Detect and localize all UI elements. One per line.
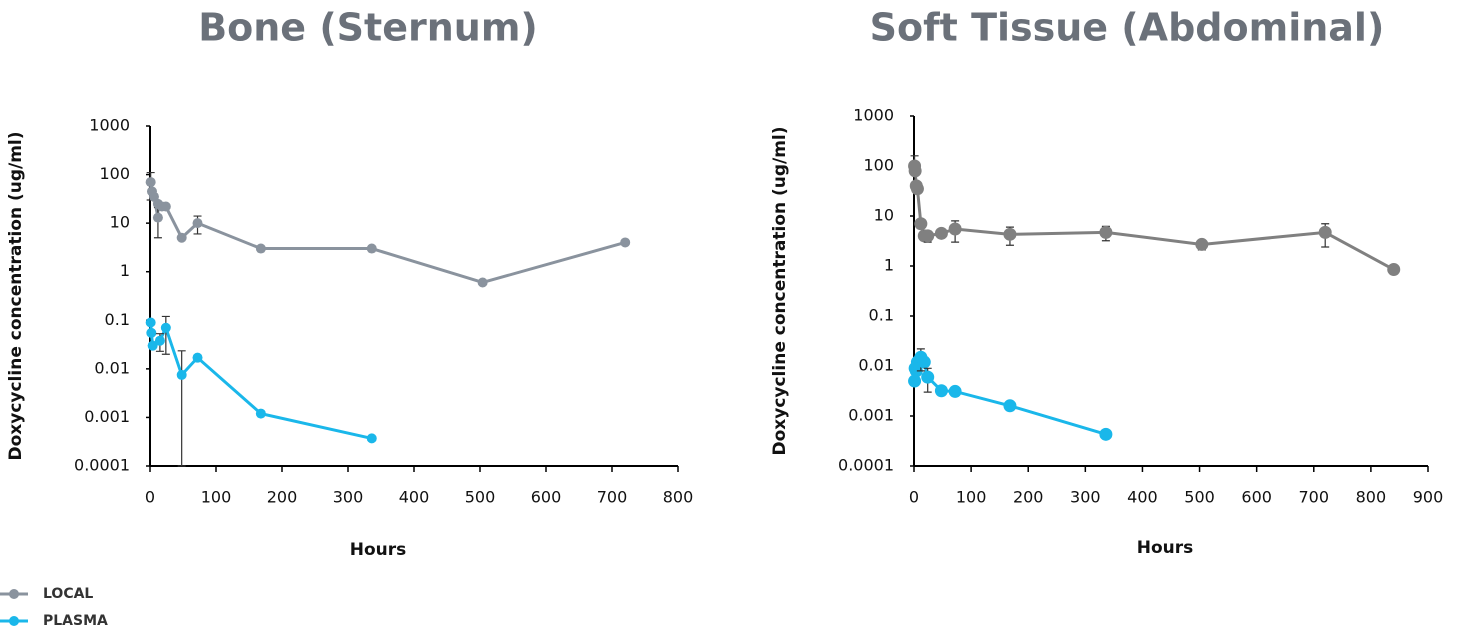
x-tick-label: 0 (909, 488, 919, 507)
data-point (948, 222, 962, 236)
data-point (152, 212, 163, 223)
data-point (1318, 225, 1332, 239)
y-tick-label: 100 (863, 156, 894, 175)
x-tick-label: 300 (1070, 488, 1101, 507)
y-tick-label: 0.01 (858, 356, 894, 375)
x-tick-label: 900 (1413, 488, 1444, 507)
x-tick-label: 400 (1127, 488, 1158, 507)
y-tick-label: 1 (884, 256, 894, 275)
x-tick-label: 800 (663, 488, 694, 507)
y-axis-label: Doxycycline concentration (ug/ml) (6, 131, 26, 460)
y-tick-label: 100 (99, 164, 130, 183)
data-point (176, 369, 187, 380)
data-point (921, 229, 935, 243)
error-bar (153, 206, 162, 239)
data-point (910, 182, 924, 196)
data-point (176, 232, 187, 243)
data-point (934, 384, 948, 398)
x-tick-label: 800 (1356, 488, 1387, 507)
data-point (948, 384, 962, 398)
x-tick-label: 100 (956, 488, 987, 507)
data-point (477, 277, 488, 288)
data-point (366, 243, 377, 254)
x-tick-label: 500 (465, 488, 496, 507)
x-tick-label: 100 (201, 488, 232, 507)
series-line (149, 322, 373, 440)
y-tick-label: 0.0001 (838, 456, 894, 475)
x-tick-label: 0 (145, 488, 155, 507)
data-point (1099, 427, 1113, 441)
legend-marker (9, 589, 19, 599)
data-point (934, 226, 948, 240)
series-line (913, 165, 1395, 271)
chart-title: Soft Tissue (Abdominal) (870, 6, 1385, 50)
y-tick-label: 0.0001 (74, 456, 130, 475)
x-axis-label: Hours (350, 540, 407, 560)
x-tick-label: 200 (267, 488, 298, 507)
data-point (255, 243, 266, 254)
x-tick-label: 500 (1184, 488, 1215, 507)
series-line (149, 181, 626, 285)
y-axis-label: Doxycycline concentration (ug/ml) (770, 126, 790, 455)
x-tick-label: 700 (1299, 488, 1330, 507)
data-point (908, 164, 922, 178)
y-tick-label: 0.1 (869, 306, 894, 325)
x-tick-label: 300 (333, 488, 364, 507)
data-point (1003, 227, 1017, 241)
x-tick-label: 700 (597, 488, 628, 507)
legend-label: PLASMA (43, 613, 108, 629)
data-point (160, 201, 171, 212)
legend-label: LOCAL (43, 586, 93, 602)
error-bar (161, 315, 170, 355)
data-point (145, 177, 156, 188)
data-point (146, 327, 157, 338)
data-point (1387, 263, 1401, 277)
data-point (255, 408, 266, 419)
y-tick-label: 10 (110, 213, 130, 232)
data-point (1003, 399, 1017, 413)
y-tick-label: 0.001 (848, 406, 894, 425)
y-tick-label: 0.1 (105, 310, 130, 329)
y-tick-label: 1 (120, 261, 130, 280)
legend-marker (9, 616, 19, 626)
data-point (192, 352, 203, 363)
data-point (145, 317, 156, 328)
chart-title: Bone (Sternum) (198, 6, 538, 50)
y-tick-label: 1000 (853, 106, 894, 125)
x-tick-label: 400 (399, 488, 430, 507)
data-point (366, 433, 377, 444)
data-point (921, 370, 935, 384)
data-point (908, 374, 922, 388)
data-point (1099, 225, 1113, 239)
x-tick-label: 600 (1241, 488, 1272, 507)
y-tick-label: 0.001 (84, 407, 130, 426)
data-point (160, 322, 171, 333)
y-tick-label: 0.01 (94, 358, 130, 377)
x-tick-label: 600 (531, 488, 562, 507)
data-point (917, 355, 931, 369)
data-point (154, 335, 165, 346)
y-tick-label: 1000 (89, 116, 130, 135)
x-axis-label: Hours (1137, 538, 1194, 558)
data-point (620, 237, 631, 248)
y-tick-label: 10 (874, 206, 894, 225)
data-point (914, 217, 928, 231)
data-point (1195, 237, 1209, 251)
data-point (192, 218, 203, 229)
data-point (147, 340, 158, 351)
x-tick-label: 200 (1013, 488, 1044, 507)
